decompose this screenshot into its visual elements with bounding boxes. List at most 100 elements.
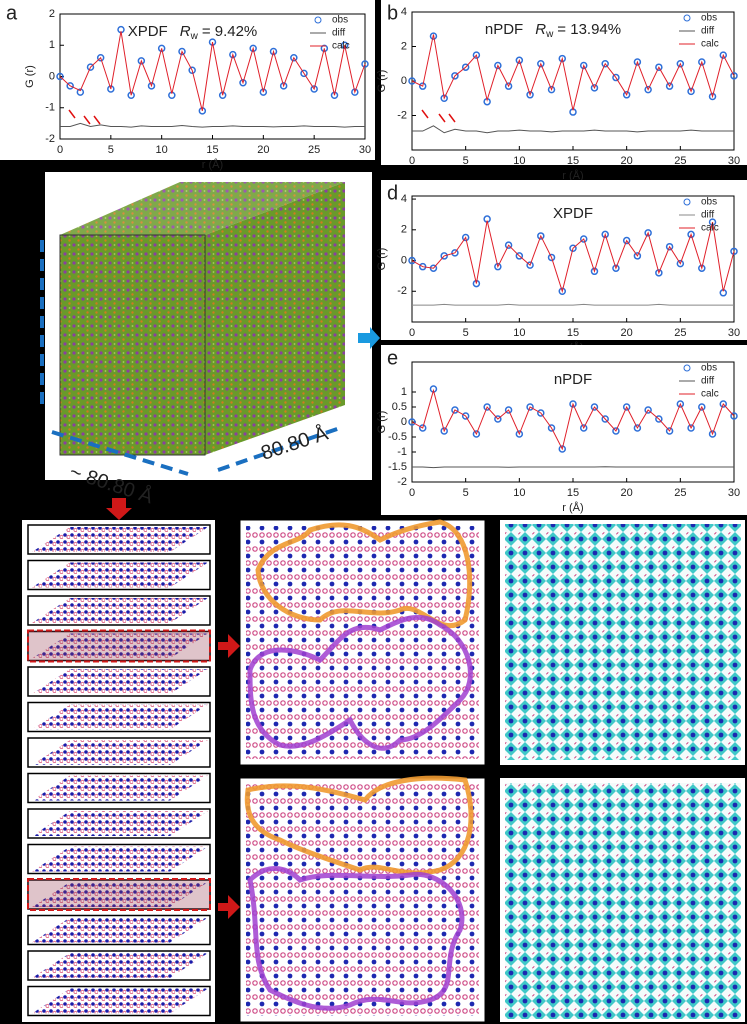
diff-line: [412, 466, 734, 469]
arrow: [438, 113, 446, 123]
obs-point: [676, 60, 685, 68]
calc-line: [411, 220, 735, 294]
arrow: [421, 109, 429, 119]
obs-point: [633, 424, 642, 432]
slab-highlight: [27, 878, 211, 911]
obs-point: [408, 77, 416, 85]
obs-point: [665, 427, 674, 435]
x-tick-label: 20: [621, 487, 633, 499]
obs-point: [655, 63, 663, 71]
y-tick-label: -1: [397, 446, 407, 458]
obs-point: [655, 415, 663, 423]
arrow: [218, 895, 240, 919]
obs-point: [698, 264, 706, 272]
obs-point: [96, 54, 105, 62]
obs-point: [590, 403, 599, 411]
obs-point: [633, 252, 642, 260]
obs-point: [676, 259, 685, 268]
arrow: [106, 498, 132, 520]
obs-point: [290, 54, 298, 62]
region-outline: [244, 775, 474, 876]
legend-label: calc: [701, 389, 719, 400]
y-tick-label: 1: [401, 386, 407, 398]
legend-label: obs: [701, 197, 717, 208]
obs-point: [259, 88, 268, 96]
slab: [32, 775, 208, 801]
obs-point: [687, 87, 695, 96]
y-tick-label: -2: [397, 285, 407, 297]
y-tick-label: 0: [401, 416, 407, 428]
y-tick-label: 2: [401, 224, 407, 236]
slab: [32, 704, 208, 730]
slab: [32, 633, 208, 659]
slab: [32, 527, 208, 552]
obs-point: [178, 47, 186, 56]
x-tick-label: 0: [57, 144, 63, 156]
slab: [32, 562, 208, 588]
obs-point: [483, 403, 491, 411]
atom-map: [505, 524, 741, 760]
x-tick-label: 20: [621, 327, 633, 339]
panel-label: b: [387, 2, 398, 24]
obs-point: [644, 85, 652, 94]
obs-point: [504, 406, 513, 414]
legend-label: obs: [332, 15, 348, 26]
x-tick-label: 25: [674, 327, 686, 339]
obs-point: [558, 287, 567, 296]
slab: [32, 669, 208, 694]
obs-point: [719, 400, 728, 408]
y-tick-label: -2: [397, 109, 407, 121]
obs-point: [249, 44, 257, 53]
obs-point: [269, 47, 278, 56]
rw-symbol: R: [535, 21, 546, 38]
obs-point: [665, 242, 674, 251]
obs-point: [590, 267, 599, 276]
legend-label: diff: [701, 210, 714, 221]
y-tick-label: -0.5: [388, 431, 407, 443]
obs-point: [698, 403, 706, 411]
y-tick-label: 0: [49, 70, 55, 82]
legend-symbol: [683, 14, 691, 22]
x-tick-label: 0: [409, 327, 415, 339]
obs-point: [537, 60, 545, 68]
chart-title: XPDF: [553, 205, 593, 222]
x-tick-label: 5: [463, 487, 469, 499]
x-tick-label: 30: [728, 487, 740, 499]
obs-point: [440, 252, 448, 260]
obs-point: [547, 424, 556, 432]
obs-point: [515, 252, 524, 260]
obs-point: [504, 241, 513, 249]
y-tick-label: -1: [45, 102, 55, 114]
obs-point: [612, 427, 620, 435]
obs-point: [330, 91, 339, 99]
obs-point: [547, 85, 556, 94]
calc-line: [411, 388, 735, 451]
slab: [32, 811, 208, 836]
rw-subscript: w: [545, 29, 554, 40]
obs-point: [622, 91, 631, 99]
y-tick-label: 1: [49, 39, 55, 51]
obs-point: [147, 82, 156, 90]
cube-front: [59, 234, 206, 456]
obs-point: [526, 403, 534, 411]
panel-label: d: [387, 182, 398, 204]
x-tick-label: 10: [513, 327, 525, 339]
title-text: XPDF: [128, 23, 168, 40]
obs-point: [320, 44, 329, 53]
obs-point: [612, 73, 620, 82]
legend-symbol: [314, 16, 322, 24]
legend-label: diff: [701, 26, 714, 37]
cube-top: [60, 182, 345, 235]
slab-stack: [27, 524, 211, 1017]
slab: [32, 846, 208, 872]
title-text: XPDF: [553, 205, 593, 222]
slab: [32, 882, 208, 907]
x-tick-label: 10: [156, 144, 168, 156]
obs-point: [579, 61, 588, 70]
x-tick-label: 25: [674, 487, 686, 499]
obs-point: [698, 58, 706, 66]
obs-point: [504, 82, 513, 90]
arrow: [68, 109, 76, 119]
rw-subscript: w: [190, 31, 199, 42]
legend-label: obs: [701, 363, 717, 374]
